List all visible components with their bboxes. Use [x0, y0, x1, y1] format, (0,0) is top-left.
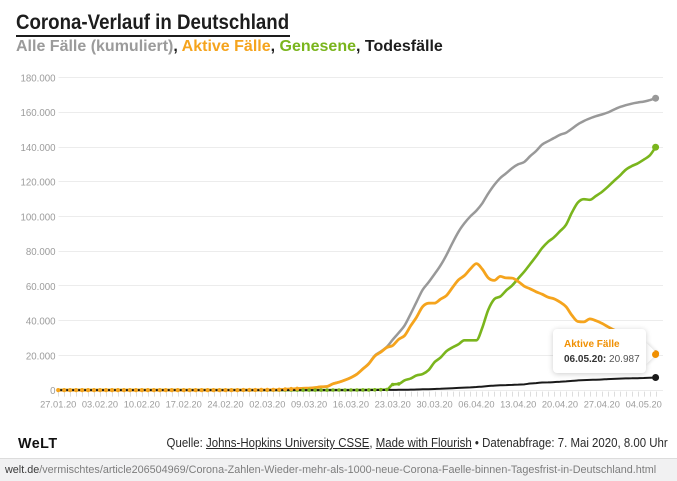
svg-text:02.03.20: 02.03.20 [249, 400, 285, 410]
svg-text:24.02.20: 24.02.20 [207, 400, 243, 410]
svg-text:20.04.20: 20.04.20 [542, 400, 578, 410]
svg-text:140.000: 140.000 [20, 143, 56, 154]
svg-text:06.04.20: 06.04.20 [458, 400, 494, 410]
svg-text:23.03.20: 23.03.20 [375, 400, 411, 410]
svg-text:180.000: 180.000 [20, 74, 56, 85]
svg-text:17.02.20: 17.02.20 [166, 400, 202, 410]
svg-text:27.01.20: 27.01.20 [40, 400, 76, 410]
svg-text:27.04.20: 27.04.20 [584, 400, 620, 410]
svg-text:0: 0 [50, 386, 56, 397]
svg-text:40.000: 40.000 [26, 317, 56, 328]
svg-text:09.03.20: 09.03.20 [291, 400, 327, 410]
svg-text:80.000: 80.000 [26, 247, 56, 258]
svg-text:30.03.20: 30.03.20 [416, 400, 452, 410]
svg-text:160.000: 160.000 [20, 108, 56, 119]
svg-text:60.000: 60.000 [26, 282, 56, 293]
svg-text:20.000: 20.000 [26, 351, 56, 362]
svg-text:16.03.20: 16.03.20 [333, 400, 369, 410]
svg-text:13.04.20: 13.04.20 [500, 400, 536, 410]
svg-text:10.02.20: 10.02.20 [124, 400, 160, 410]
svg-text:100.000: 100.000 [20, 212, 56, 223]
svg-text:03.02.20: 03.02.20 [82, 400, 118, 410]
svg-text:04.05.20: 04.05.20 [626, 400, 662, 410]
svg-text:120.000: 120.000 [20, 178, 56, 189]
